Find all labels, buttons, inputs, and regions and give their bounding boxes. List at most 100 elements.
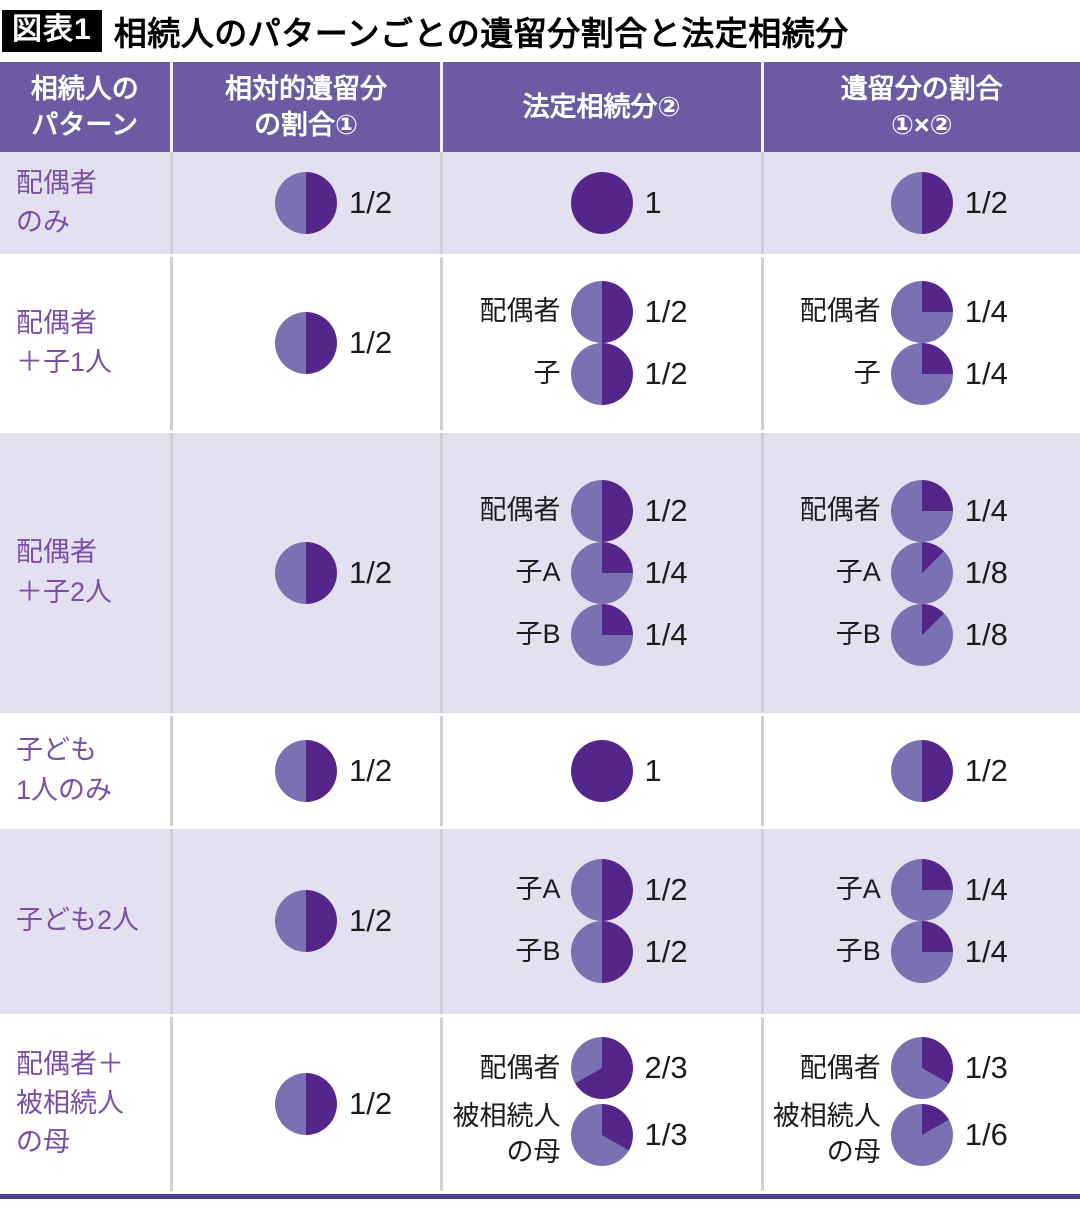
pie-entry-label: 子 [853, 358, 881, 389]
pie-entry: 配偶者 1/3 [764, 1037, 1080, 1100]
fraction-value: 1 [644, 752, 662, 788]
pie-entry: 1/2 [173, 890, 440, 952]
product-cell: 1/2 [762, 714, 1080, 829]
pie-entry-label: 子A [515, 874, 561, 905]
fraction-value: 1/4 [644, 616, 688, 652]
pie-entry: 1 [443, 171, 761, 234]
pie-entry-label: 被相続人 の母 [772, 1101, 881, 1167]
pie-entry: 1 [443, 739, 761, 802]
fraction-value: 1/4 [964, 492, 1008, 528]
fraction-value: 1/2 [644, 872, 688, 907]
pie-chart [570, 603, 633, 666]
pie-chart [275, 890, 337, 952]
pie-entry: 子A 1/4 [443, 541, 761, 604]
pie-chart [890, 343, 953, 405]
heir-pattern-label: 配偶者 のみ [0, 152, 173, 257]
pie-chart [890, 603, 953, 666]
heir-pattern-label: 配偶者 ＋子1人 [0, 255, 173, 433]
pie-entry: 子A 1/2 [443, 859, 761, 921]
pie-chart [890, 921, 953, 983]
table-row: 子ども 1人のみ 1/2 1 1/2 [0, 714, 1080, 829]
pie-chart [275, 312, 337, 374]
product-cell: 配偶者 1/4 子 1/4 [762, 255, 1080, 433]
statutory-cell: 子A 1/2 子B 1/2 [441, 827, 764, 1017]
table-row: 配偶者 ＋子1人 1/2 配偶者 1/2 子 1/2 配偶者 1/4 子 1/4 [0, 255, 1080, 433]
column-header-product: 遺留分の割合 ①×② [762, 62, 1080, 152]
pie-entry: 1/2 [173, 739, 440, 802]
pie-chart [890, 171, 953, 234]
pie-entry: 子A 1/8 [764, 541, 1080, 604]
pie-chart [570, 739, 633, 802]
fraction-value: 1 [644, 184, 662, 220]
fraction-value: 1/2 [349, 325, 393, 360]
pie-entry: 1/2 [764, 171, 1080, 234]
fraction-value: 1/3 [644, 1116, 688, 1152]
pie-chart [570, 479, 633, 542]
fraction-value: 1/4 [964, 294, 1008, 329]
statutory-cell: 1 [441, 714, 764, 829]
pie-entry-label: 子A [835, 874, 881, 905]
product-cell: 配偶者 1/3 被相続人 の母 1/6 [762, 1015, 1080, 1194]
pie-chart [275, 1072, 337, 1135]
reserved-cell: 1/2 [171, 152, 443, 257]
pie-entry-label: 配偶者 [479, 494, 561, 525]
reserved-cell: 1/2 [171, 255, 443, 433]
pie-entry: 子B 1/4 [443, 603, 761, 666]
pie-entry: 子B 1/8 [764, 603, 1080, 666]
pie-entry-label: 子B [835, 618, 881, 649]
pie-chart [890, 859, 953, 921]
fraction-value: 1/2 [644, 492, 688, 528]
fraction-value: 1/2 [349, 554, 393, 590]
statutory-cell: 配偶者 2/3 被相続人 の母 1/3 [441, 1015, 764, 1194]
table-row: 配偶者＋ 被相続人 の母 1/2 配偶者 2/3 被相続人 の母 1/3 配偶者 1/3 被相続人 の母… [0, 1015, 1080, 1194]
pie-entry-label: 配偶者 [479, 1052, 561, 1083]
pie-entry-label: 子B [515, 618, 561, 649]
inheritance-table: 相続人の パターン 相対的遺留分 の割合① 法定相続分② 遺留分の割合 ①×② 配偶者 のみ 1… [0, 62, 1080, 1194]
product-cell: 1/2 [762, 152, 1080, 257]
fraction-value: 1/6 [964, 1116, 1008, 1152]
pie-entry-label: 子A [515, 556, 561, 587]
pie-entry-label: 子A [835, 556, 881, 587]
pie-entry: 配偶者 1/2 [443, 479, 761, 542]
fraction-value: 1/4 [964, 934, 1008, 969]
pie-chart [275, 541, 337, 604]
figure-badge: 図表1 [2, 10, 102, 52]
heir-pattern-label: 子ども2人 [0, 827, 173, 1017]
title-bar: 図表1 相続人のパターンごとの遺留分割合と法定相続分 [0, 0, 1080, 58]
statutory-cell: 配偶者 1/2 子 1/2 [441, 255, 764, 433]
pie-chart [570, 1103, 633, 1166]
reserved-cell: 1/2 [171, 714, 443, 829]
fraction-value: 1/4 [964, 356, 1008, 391]
heir-pattern-label: 配偶者＋ 被相続人 の母 [0, 1015, 173, 1194]
pie-entry: 配偶者 1/4 [764, 479, 1080, 542]
statutory-cell: 1 [441, 152, 764, 257]
column-header-reserved: 相対的遺留分 の割合① [171, 62, 443, 152]
pie-chart [570, 541, 633, 604]
fraction-value: 1/3 [964, 1050, 1008, 1086]
pie-entry: 配偶者 2/3 [443, 1037, 761, 1100]
fraction-value: 2/3 [644, 1050, 688, 1086]
reserved-cell: 1/2 [171, 431, 443, 716]
pie-entry: 1/2 [173, 1072, 440, 1135]
column-header-statutory: 法定相続分② [441, 62, 764, 152]
fraction-value: 1/8 [964, 616, 1008, 652]
pie-chart [275, 739, 337, 802]
pie-entry: 1/2 [173, 171, 440, 234]
fraction-value: 1/2 [964, 752, 1008, 788]
pie-entry: 1/2 [173, 312, 440, 374]
heir-pattern-label: 配偶者 ＋子2人 [0, 431, 173, 716]
pie-chart [570, 343, 633, 405]
pie-entry: 子B 1/4 [764, 921, 1080, 983]
fraction-value: 1/2 [349, 184, 393, 220]
heir-pattern-label: 子ども 1人のみ [0, 714, 173, 829]
bottom-rule [0, 1193, 1080, 1199]
pie-entry: 配偶者 1/4 [764, 281, 1080, 343]
pie-chart [570, 1037, 633, 1100]
reserved-cell: 1/2 [171, 827, 443, 1017]
page-title: 相続人のパターンごとの遺留分割合と法定相続分 [113, 15, 849, 52]
fraction-value: 1/2 [644, 294, 688, 329]
product-cell: 子A 1/4 子B 1/4 [762, 827, 1080, 1017]
fraction-value: 1/2 [349, 752, 393, 788]
fraction-value: 1/8 [964, 554, 1008, 590]
pie-entry: 被相続人 の母 1/6 [764, 1099, 1080, 1169]
